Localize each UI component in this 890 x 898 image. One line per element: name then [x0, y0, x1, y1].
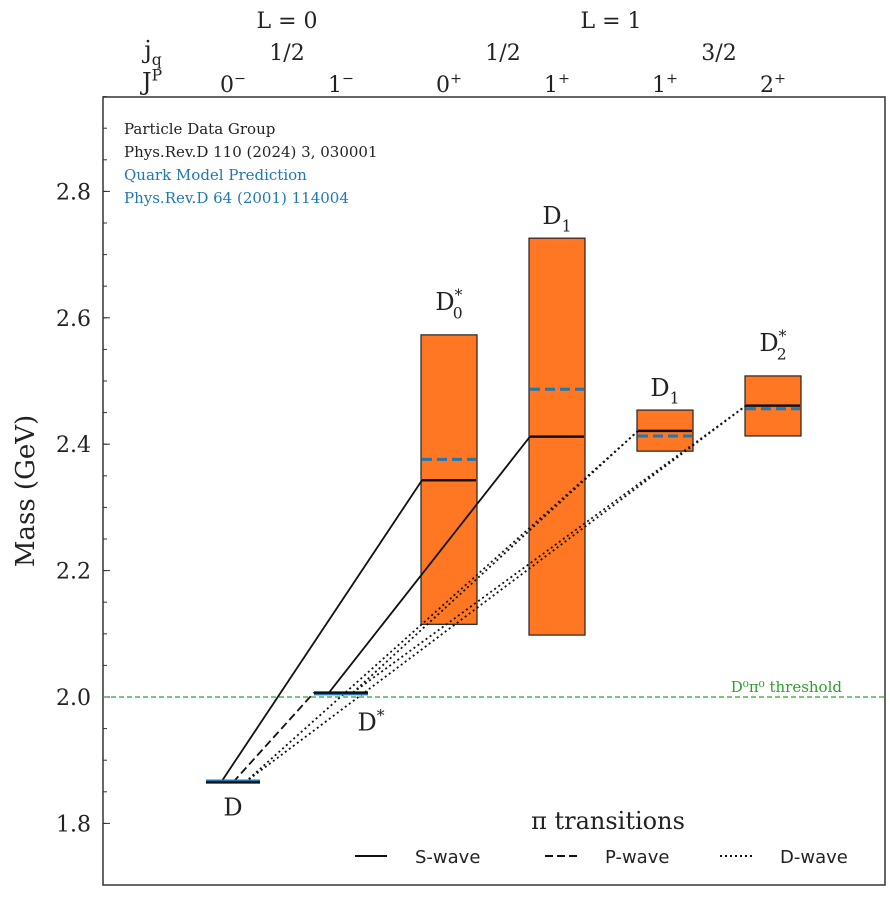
JP-value: 0+	[436, 71, 462, 98]
JP-value-base: 1	[544, 73, 558, 98]
jq-label-base: j	[141, 36, 151, 64]
jq-label: jq	[141, 36, 161, 69]
transition-D-wave	[352, 430, 639, 694]
transition-P-wave	[232, 691, 315, 783]
transition-S-wave	[220, 479, 423, 783]
jq-value: 3/2	[701, 41, 736, 66]
state-label: D	[223, 793, 242, 821]
state-label-sub: 1	[670, 389, 680, 407]
state-label-base: D	[357, 709, 376, 737]
JP-value-base: 0	[220, 73, 234, 98]
y-tick-label: 2.8	[56, 180, 91, 205]
JP-value-sup: −	[342, 71, 354, 87]
JP-value: 0−	[220, 71, 246, 98]
state-label: D1	[542, 202, 571, 235]
state-label-sup: *	[455, 286, 463, 304]
y-axis-label: Mass (GeV)	[11, 415, 41, 567]
JP-value: 1−	[328, 71, 354, 98]
legend-entry: D-wave	[780, 847, 848, 868]
jq-label-sub: q	[152, 51, 162, 69]
state-label: D*	[357, 707, 384, 737]
transition-S-wave	[328, 436, 531, 694]
legend-entry: S-wave	[415, 847, 480, 868]
state-label: D* 2	[759, 327, 786, 363]
JP-label-base: J	[139, 68, 152, 96]
JP-label-sup: P	[152, 66, 163, 84]
JP-value: 1+	[652, 71, 678, 98]
state-label-sub: 0	[453, 304, 463, 322]
model-annotation: Phys.Rev.D 64 (2001) 114004	[124, 189, 349, 207]
state-label-sup: *	[377, 707, 385, 725]
y-tick-label: 2.4	[56, 433, 91, 458]
model-annotation: Quark Model Prediction	[124, 166, 307, 184]
state-label: D1	[650, 374, 679, 407]
JP-value-sup: +	[558, 71, 570, 87]
JP-value-sup: +	[450, 71, 462, 87]
jq-value: 1/2	[485, 41, 520, 66]
y-tick-label: 2.2	[56, 560, 91, 585]
JP-value-base: 1	[328, 73, 342, 98]
JP-label: JP	[139, 66, 162, 96]
legend-entry: P-wave	[605, 847, 669, 868]
JP-value-base: 0	[436, 73, 450, 98]
JP-value-sup: +	[774, 71, 786, 87]
state-label-base: D	[759, 329, 778, 357]
plot-frame	[102, 96, 886, 886]
state-label: D* 0	[435, 286, 462, 322]
L-label: L = 0	[256, 9, 317, 34]
state-label-sub: 1	[562, 217, 572, 235]
y-tick-label: 2.0	[56, 686, 91, 711]
pdg-annotation: Phys.Rev.D 110 (2024) 3, 030001	[124, 143, 378, 161]
transition-D-wave	[244, 404, 747, 784]
threshold-label: D⁰π⁰ threshold	[731, 678, 843, 696]
state-label-base: D	[435, 288, 454, 316]
state-label-sup: *	[779, 327, 787, 345]
pdg-annotation: Particle Data Group	[124, 120, 275, 138]
transition-D-wave	[352, 404, 747, 694]
state-label-base: D	[650, 374, 669, 402]
state-label-base: D	[223, 793, 242, 821]
JP-value-sup: −	[234, 71, 246, 87]
y-tick-label: 1.8	[56, 812, 91, 837]
JP-value: 1+	[544, 71, 570, 98]
state-label-sub: 2	[777, 345, 787, 363]
JP-value: 2+	[760, 71, 786, 98]
JP-value-base: 2	[760, 73, 774, 98]
JP-value-base: 1	[652, 73, 666, 98]
legend-title: π transitions	[531, 807, 685, 835]
L-label: L = 1	[580, 9, 641, 34]
jq-value: 1/2	[269, 41, 304, 66]
y-tick-label: 2.6	[56, 307, 91, 332]
JP-value-sup: +	[666, 71, 678, 87]
state-label-base: D	[542, 202, 561, 230]
